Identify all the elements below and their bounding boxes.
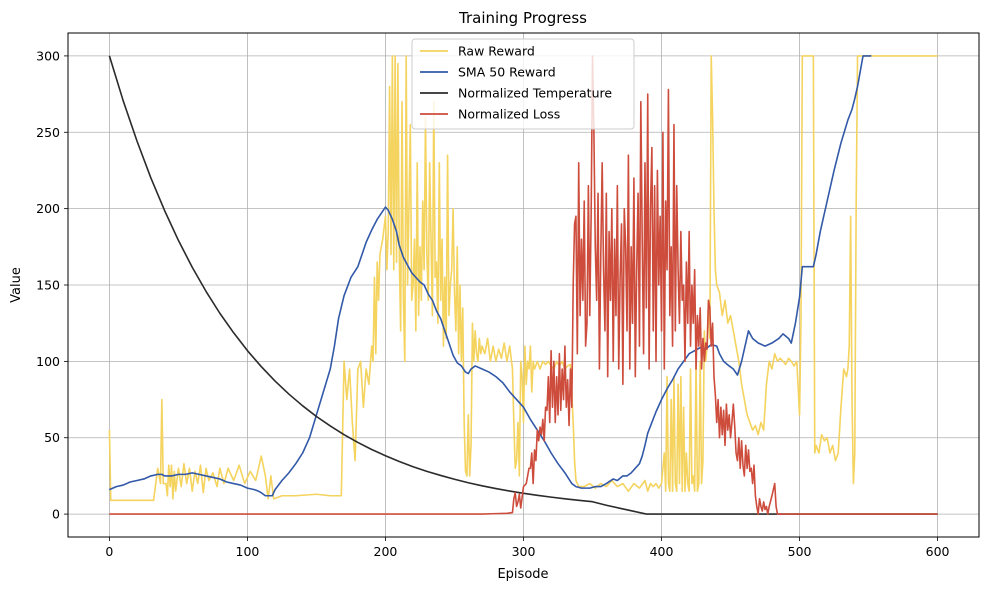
legend-label-normalized-loss: Normalized Loss: [458, 107, 560, 122]
series-line-normalized-loss: [109, 55, 938, 515]
legend: Raw Reward SMA 50 Reward Normalized Temper…: [411, 38, 635, 130]
series-line-sma-50-reward: [109, 55, 872, 497]
y-tick-label: 150: [36, 278, 60, 293]
chart-title: Training Progress: [458, 9, 587, 27]
legend-label-raw-reward: Raw Reward: [458, 44, 535, 59]
series-lines: [108, 55, 938, 515]
x-tick-label: 200: [374, 544, 398, 559]
y-tick-label: 250: [36, 125, 60, 140]
series-line-normalized-temperature: [108, 55, 938, 515]
x-tick-label: 400: [650, 544, 674, 559]
y-tick-label: 0: [52, 507, 60, 522]
x-tick-label: 300: [512, 544, 536, 559]
y-axis-title: Value: [9, 267, 24, 303]
legend-items: Raw Reward SMA 50 Reward Normalized Temper…: [420, 44, 612, 122]
y-tick-label: 300: [36, 48, 60, 63]
axis-ticks: 0 100 200 300 400 500 600 0 50 100 150 200 250 300: [36, 48, 949, 559]
y-tick-label: 200: [36, 201, 60, 216]
x-tick-label: 100: [236, 544, 260, 559]
legend-box: [411, 38, 635, 130]
y-tick-label: 50: [44, 430, 60, 445]
x-tick-label: 0: [105, 544, 113, 559]
x-tick-label: 500: [788, 544, 812, 559]
legend-label-normalized-temperature: Normalized Temperature: [458, 86, 612, 101]
legend-label-sma-50-reward: SMA 50 Reward: [458, 65, 556, 80]
x-axis-title: Episode: [497, 567, 548, 582]
x-tick-label: 600: [926, 544, 950, 559]
y-tick-label: 100: [36, 354, 60, 369]
